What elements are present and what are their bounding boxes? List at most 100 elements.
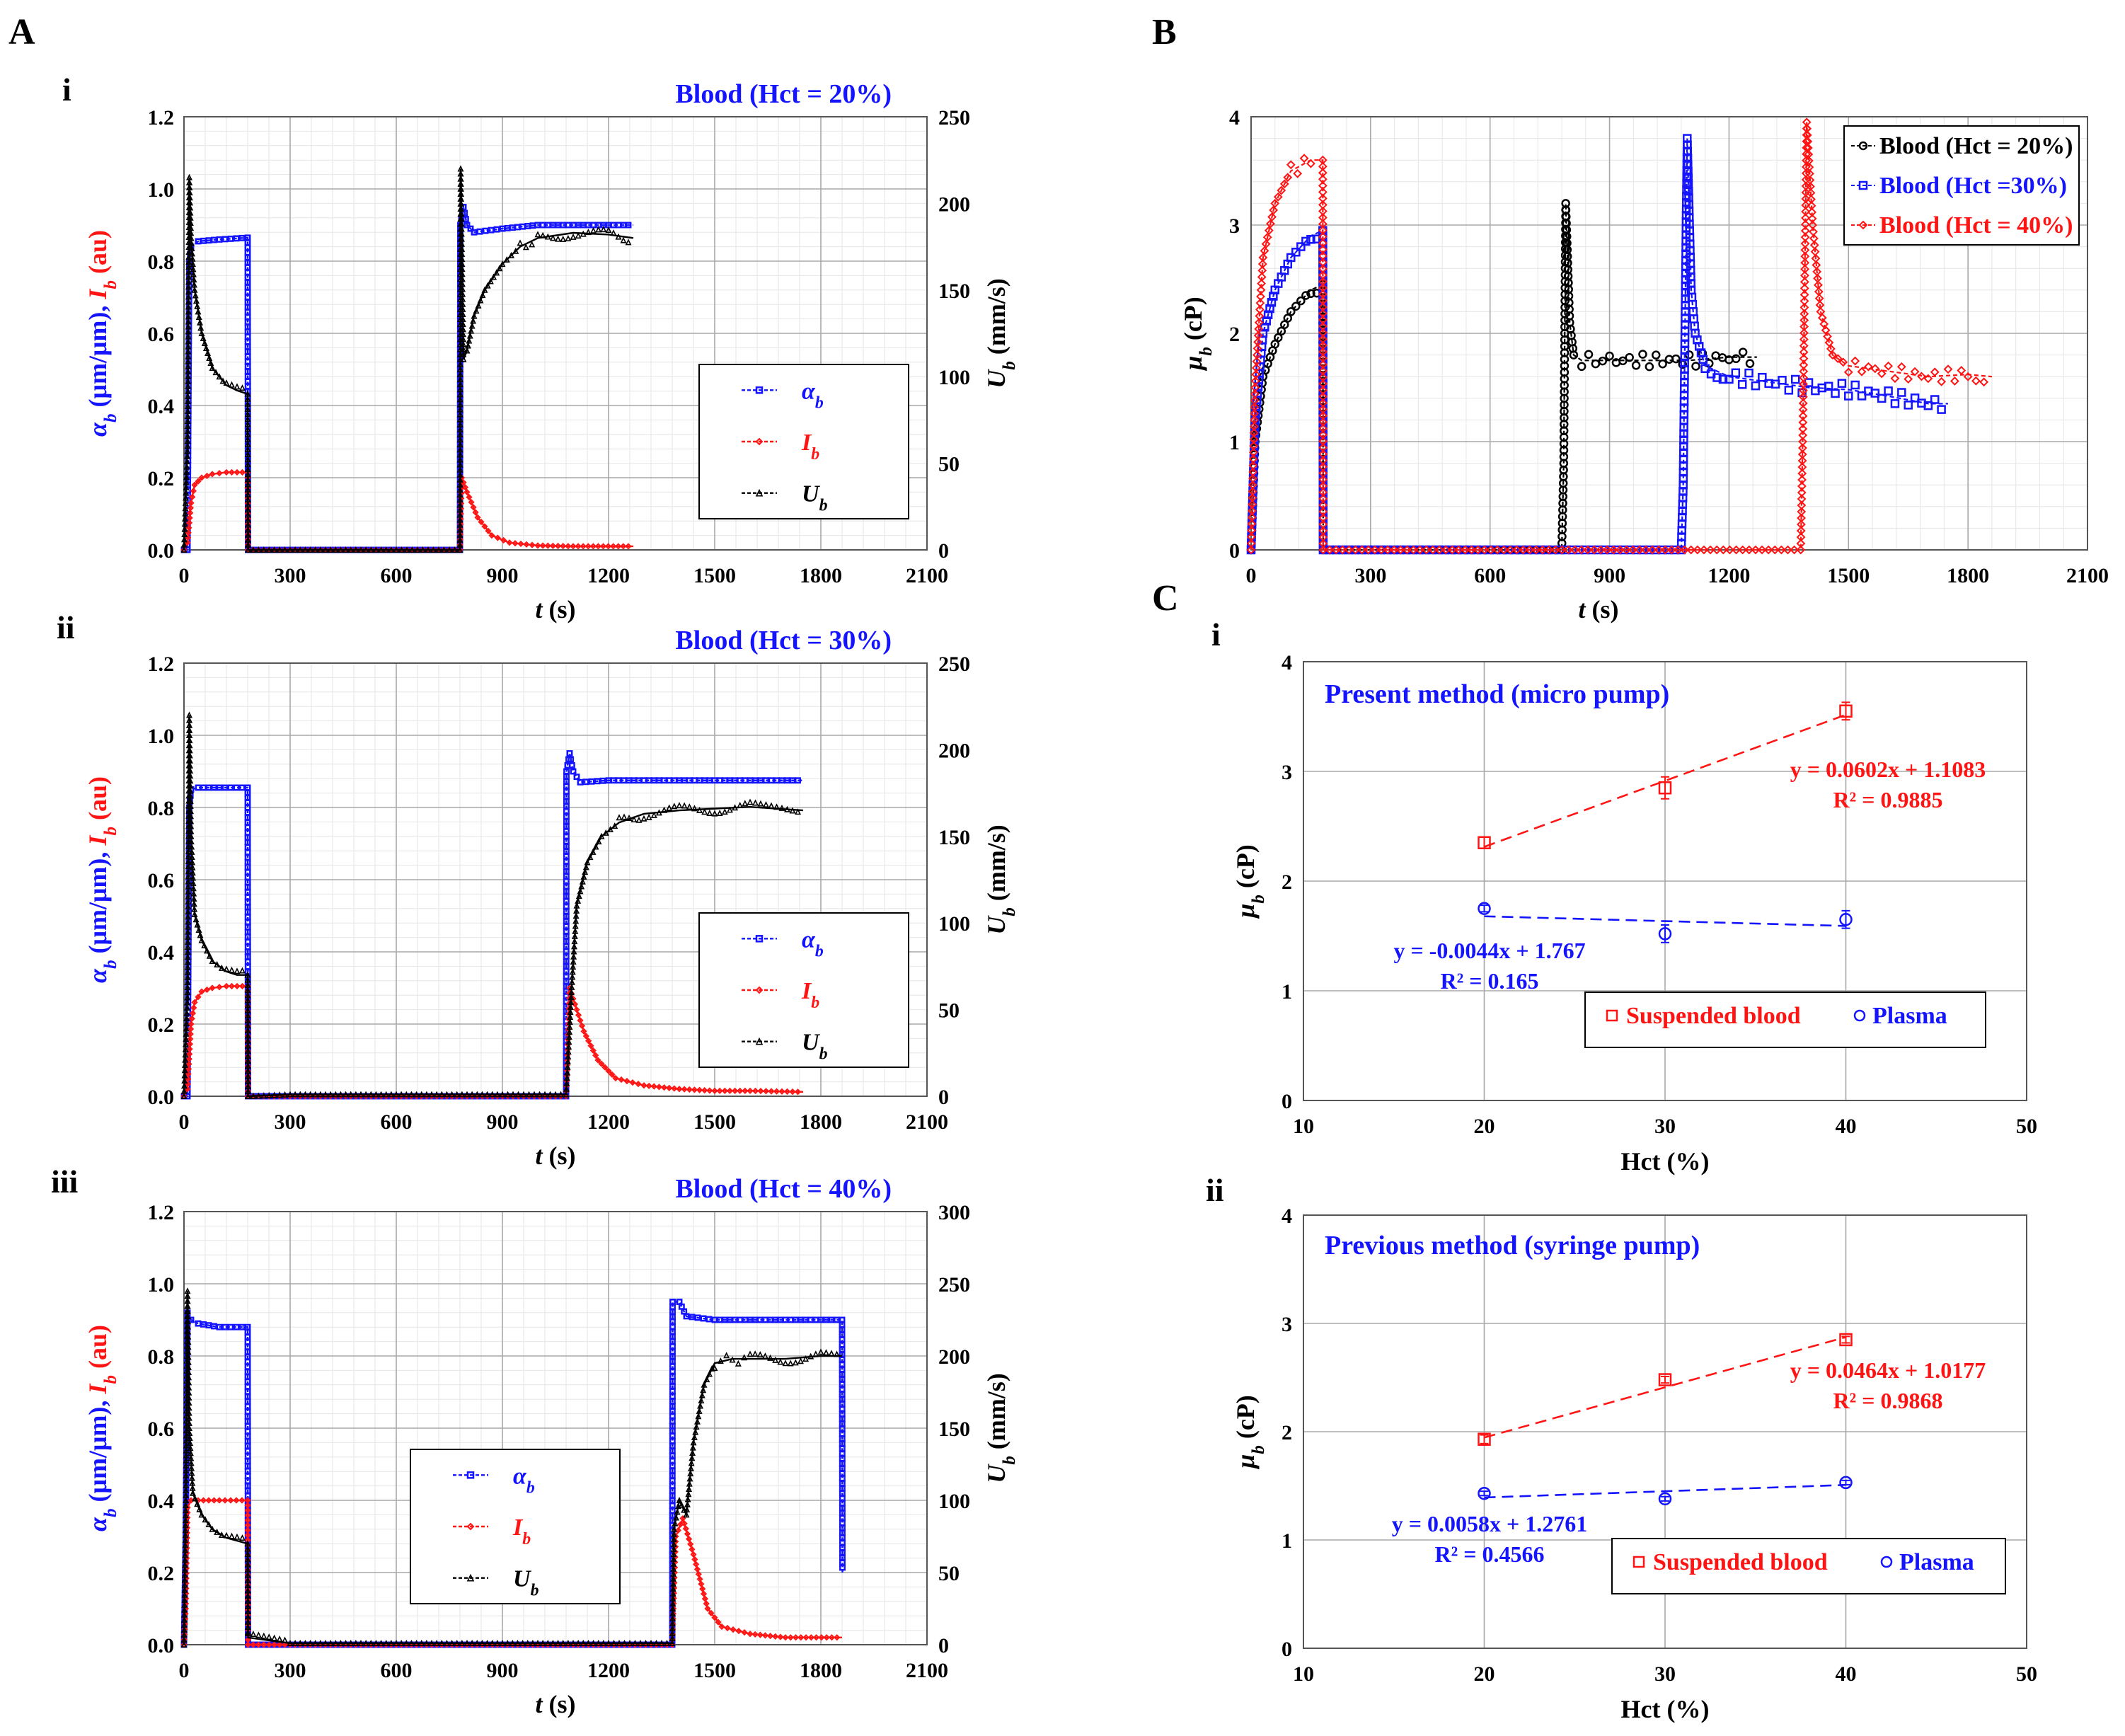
data-point (1837, 379, 1847, 388)
data-point (737, 801, 744, 808)
data-point (1839, 1476, 1853, 1490)
legend-marker (755, 935, 764, 943)
data-point (456, 386, 463, 393)
y-tick-label: 2 (1229, 323, 1240, 346)
data-point (1797, 507, 1807, 517)
legend-marker (1858, 220, 1868, 230)
data-point (610, 543, 617, 550)
data-point (472, 509, 479, 516)
data-point (456, 401, 463, 408)
data-point (1870, 364, 1880, 374)
data-point (1799, 309, 1809, 318)
data-point (666, 804, 673, 811)
data-point (669, 1599, 676, 1606)
data-point (565, 543, 572, 550)
data-point (595, 838, 602, 845)
data-point (456, 485, 463, 493)
data-point (1252, 344, 1262, 353)
data-point (508, 251, 514, 258)
data-point (414, 546, 421, 553)
data-point (515, 1091, 522, 1098)
data-point (1770, 545, 1780, 555)
y-tick-label: 4 (1229, 106, 1240, 130)
data-point (189, 1010, 197, 1017)
data-point (570, 948, 577, 955)
data-point (185, 903, 192, 910)
data-point (205, 1497, 212, 1504)
data-point (250, 546, 257, 553)
data-point (181, 1556, 188, 1563)
data-point (1751, 545, 1761, 555)
data-point (188, 234, 195, 241)
data-point (1857, 367, 1867, 376)
chart-title: Present method (micro pump) (1325, 679, 1669, 709)
data-point (287, 1091, 294, 1098)
data-point (1684, 350, 1694, 360)
data-point (202, 344, 209, 351)
data-point (695, 1570, 702, 1577)
data-point (1763, 545, 1773, 555)
data-point (1269, 292, 1278, 301)
plot-frame (183, 116, 928, 551)
data-point (347, 546, 355, 553)
data-point (182, 1541, 189, 1548)
data-point (701, 1087, 708, 1094)
data-point (686, 1480, 693, 1487)
data-point (245, 1093, 251, 1099)
data-point (756, 1351, 764, 1358)
data-point (1247, 506, 1257, 516)
data-point (1250, 415, 1259, 425)
data-point (544, 1639, 551, 1646)
data-point (198, 988, 205, 995)
data-point (1904, 401, 1913, 410)
data-point (706, 1370, 713, 1377)
data-point (573, 907, 580, 914)
data-point (1266, 219, 1275, 229)
data-point (185, 933, 191, 940)
data-point (185, 238, 192, 246)
data-point (549, 542, 557, 549)
data-point (1800, 270, 1809, 280)
data-point (461, 483, 469, 491)
data-point (183, 1020, 190, 1027)
legend-label: Blood (Hct = 20%) (1879, 133, 2073, 159)
data-point (493, 226, 500, 233)
data-point (181, 1591, 188, 1598)
fit-annotation: y = -0.0044x + 1.767 (1393, 938, 1585, 963)
data-point (456, 360, 463, 367)
legend-marker (755, 386, 764, 394)
data-point (684, 1530, 691, 1537)
data-point (1700, 364, 1710, 373)
data-point (773, 803, 780, 810)
data-point (1738, 545, 1748, 555)
data-point (456, 546, 463, 553)
data-point (185, 873, 192, 880)
data-point (747, 1350, 754, 1357)
data-point (1247, 519, 1257, 529)
data-point (185, 352, 192, 360)
data-point (183, 1392, 190, 1399)
data-point (462, 216, 469, 222)
data-point (487, 277, 494, 284)
data-point (456, 370, 463, 377)
data-point (580, 1028, 587, 1035)
data-point (643, 1639, 649, 1646)
data-point (570, 543, 577, 550)
y-left-tick-label: 0.4 (148, 1490, 175, 1513)
data-point (185, 377, 192, 384)
data-point (408, 1639, 415, 1646)
data-point (1557, 545, 1567, 555)
data-point (271, 1634, 278, 1641)
data-point (451, 546, 458, 553)
data-point (185, 1060, 192, 1068)
data-point (1306, 159, 1315, 168)
chart-title: Blood (Hct = 30%) (675, 626, 892, 655)
data-point (190, 265, 197, 272)
data-point (1265, 304, 1274, 314)
data-point (563, 1091, 570, 1098)
data-point (466, 493, 473, 501)
data-point (560, 1639, 567, 1646)
data-point (571, 938, 578, 945)
data-point (669, 1634, 676, 1641)
data-point (250, 1092, 257, 1099)
